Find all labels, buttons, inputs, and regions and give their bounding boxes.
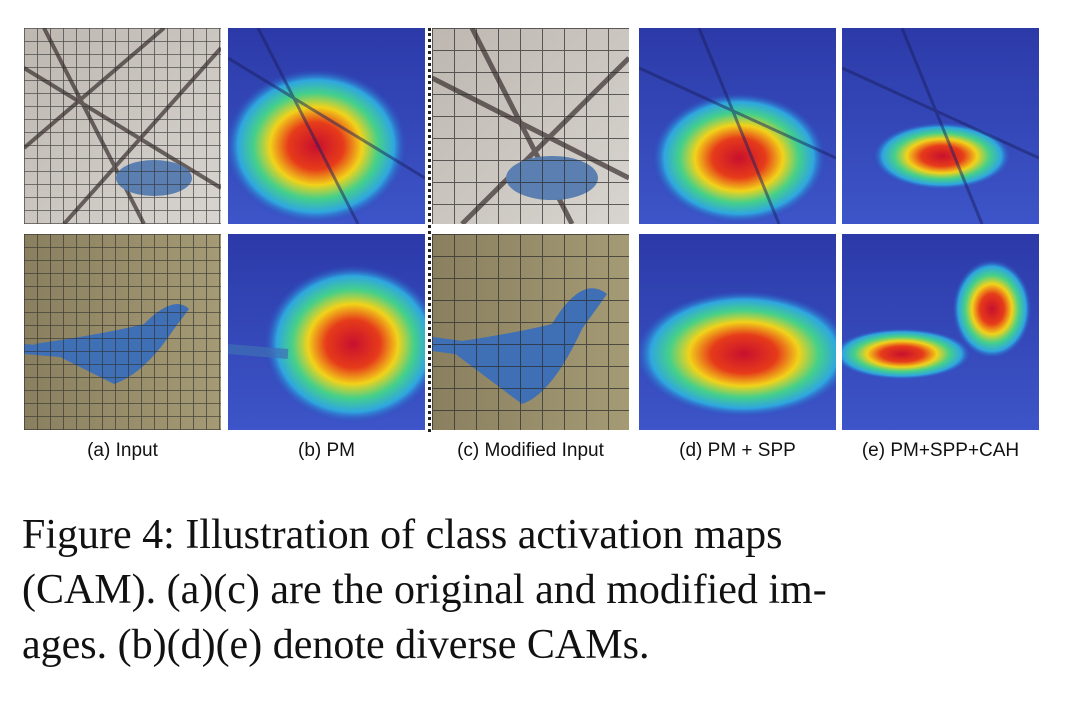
subcaption-b: (b) PM bbox=[298, 440, 355, 461]
panel-a-top-input bbox=[24, 28, 221, 224]
subcaption-a: (a) Input bbox=[87, 440, 158, 461]
panel-a-bottom-input bbox=[24, 234, 221, 430]
panel-b-top-cam bbox=[228, 28, 425, 224]
panel-d-bottom-cam bbox=[639, 234, 836, 430]
subcaption-e: (e) PM+SPP+CAH bbox=[861, 440, 1020, 461]
panel-e-top-cam bbox=[842, 28, 1039, 224]
dotted-divider bbox=[428, 28, 431, 432]
panel-b-bottom-cam bbox=[228, 234, 425, 430]
caption-line-2: (CAM). (a)(c) are the original and modif… bbox=[22, 567, 827, 613]
panel-d-top-cam bbox=[639, 28, 836, 224]
figure-caption: Figure 4: Illustration of class activati… bbox=[22, 508, 1067, 673]
panel-c-bottom-modified bbox=[432, 234, 629, 430]
panel-e-bottom-cam bbox=[842, 234, 1039, 430]
caption-line-1: Figure 4: Illustration of class activati… bbox=[22, 512, 783, 558]
caption-line-3: ages. (b)(d)(e) denote diverse CAMs. bbox=[22, 622, 650, 668]
panel-c-top-modified bbox=[432, 28, 629, 224]
subcaption-c: (c) Modified Input bbox=[457, 440, 604, 461]
subcaption-d: (d) PM + SPP bbox=[679, 440, 796, 461]
